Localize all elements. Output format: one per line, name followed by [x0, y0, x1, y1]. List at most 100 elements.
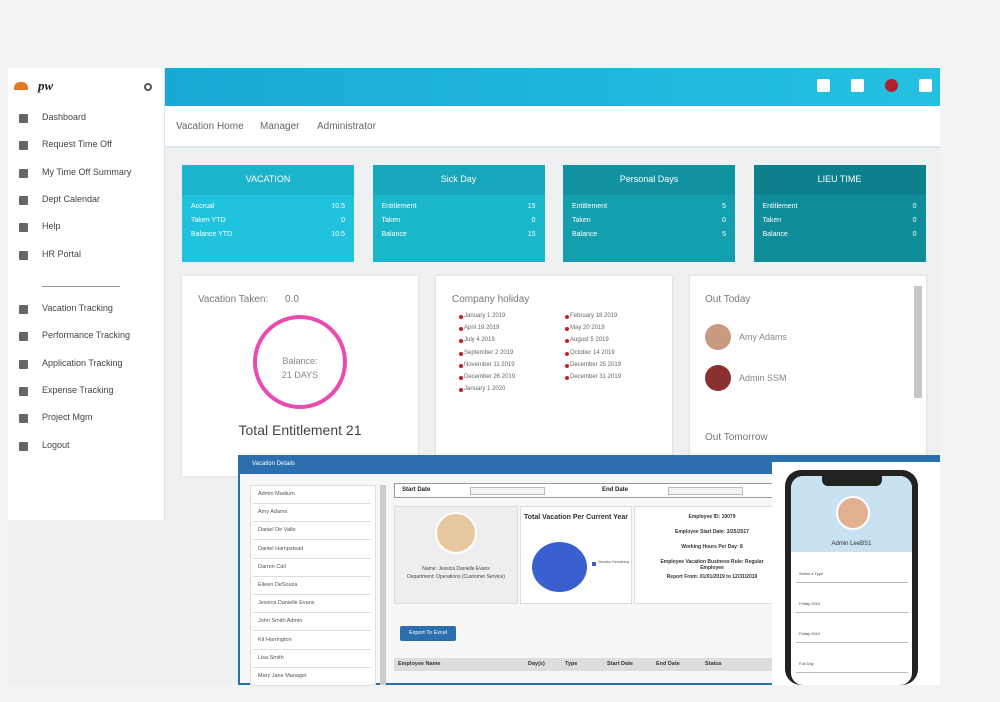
- out-tomorrow: Out Tomorrow: [705, 432, 768, 443]
- tab[interactable]: Manager: [260, 121, 300, 132]
- holiday: December 31 2019: [570, 374, 622, 380]
- card-header: [753, 165, 926, 195]
- employee-row[interactable]: [253, 632, 371, 650]
- holiday: September 2 2019: [464, 349, 514, 356]
- profile-photo: [435, 512, 477, 554]
- header-icon[interactable]: [817, 79, 830, 92]
- header-icon[interactable]: [885, 79, 898, 92]
- settings-icon[interactable]: [144, 83, 152, 91]
- card-value: 10.5: [331, 203, 345, 210]
- card-value: 0: [912, 231, 917, 238]
- employee-row[interactable]: [253, 559, 371, 577]
- menu-item[interactable]: Project Mgm: [42, 412, 93, 423]
- end-label: End Date: [602, 487, 629, 493]
- employee-row[interactable]: [253, 505, 371, 523]
- card-label: Balance: [572, 231, 598, 238]
- card-label: Taken: [381, 217, 401, 224]
- employee-row[interactable]: [253, 650, 371, 668]
- employee-row[interactable]: [253, 614, 371, 632]
- out-today: Out Today: [705, 294, 751, 305]
- menu-item[interactable]: HR Portal: [42, 248, 82, 259]
- person: Amy Adams: [739, 332, 788, 342]
- phone-field[interactable]: [796, 567, 908, 583]
- menu-item[interactable]: My Time Off Summary: [42, 166, 132, 177]
- employee-row[interactable]: [253, 669, 371, 686]
- menu-item[interactable]: Application Tracking: [42, 357, 123, 368]
- card-header: [563, 165, 735, 195]
- legend-swatch: [592, 562, 596, 566]
- card-value: 5: [722, 231, 726, 238]
- card-label: Taken YTD: [191, 217, 226, 224]
- card-label: Taken: [762, 217, 782, 224]
- card-label: Taken: [572, 217, 591, 224]
- employee: Mary Jane Manager: [258, 673, 307, 679]
- holidays-title: Company holiday: [452, 294, 530, 305]
- phone-field-label: Friday 2019: [799, 631, 821, 636]
- column: End Date: [656, 661, 680, 667]
- header-icon[interactable]: [919, 79, 932, 92]
- card-value: 5: [722, 203, 726, 210]
- holiday-dot: [459, 339, 463, 344]
- menu-item[interactable]: Request Time Off: [42, 139, 112, 150]
- card-value: 15: [527, 231, 536, 238]
- sidebar: [8, 68, 165, 520]
- employee-row[interactable]: [253, 596, 371, 614]
- holiday-dot: [459, 327, 463, 332]
- holiday-dot: [565, 327, 569, 332]
- column: Employee Name: [398, 661, 441, 667]
- employee: John Smith Admin: [258, 618, 303, 625]
- phone-field[interactable]: [796, 597, 908, 613]
- scrollbar: [914, 286, 922, 398]
- card-value: 0: [531, 217, 536, 224]
- menu-icon: [19, 141, 28, 151]
- tabs-bar: [165, 106, 940, 148]
- holiday: November 11 2019: [464, 361, 515, 368]
- card-label: Balance: [381, 231, 407, 238]
- export-button[interactable]: [400, 626, 456, 641]
- card-value: 10.5: [331, 231, 345, 238]
- start-input[interactable]: [470, 487, 545, 495]
- menu-item[interactable]: Logout: [42, 439, 70, 450]
- end-input[interactable]: [668, 487, 743, 495]
- card-title: VACATION: [245, 174, 291, 184]
- panel: [436, 276, 672, 476]
- tab[interactable]: Administrator: [317, 121, 376, 132]
- card-value: 0: [722, 217, 726, 224]
- menu-item[interactable]: Expense Tracking: [42, 384, 114, 395]
- menu-item[interactable]: Performance Tracking: [42, 330, 131, 341]
- summary-card: [372, 165, 545, 262]
- menu-icon: [19, 332, 28, 342]
- phone-field[interactable]: [796, 627, 908, 643]
- tab[interactable]: Vacation Home: [176, 121, 244, 132]
- card-title: LIEU TIME: [817, 174, 862, 184]
- holiday-dot: [565, 376, 569, 380]
- menu-icon: [19, 386, 28, 396]
- notch: [822, 476, 882, 486]
- header-icon[interactable]: [851, 79, 864, 92]
- phone-field[interactable]: [796, 657, 908, 673]
- menu-item[interactable]: Dept Calendar: [42, 193, 101, 204]
- menu-item[interactable]: Help: [42, 221, 61, 232]
- employee-row[interactable]: [253, 578, 371, 595]
- holiday: January 1 2019: [464, 313, 506, 319]
- holiday-dot: [565, 315, 569, 319]
- card-label: Entitlement: [762, 203, 798, 210]
- total-entitlement: Total Entitlement 21: [238, 422, 362, 438]
- employee: Daniel De Valle: [258, 527, 296, 534]
- avatar: [705, 365, 731, 391]
- menu-item[interactable]: Dashboard: [42, 112, 87, 122]
- employee-row[interactable]: [253, 541, 371, 559]
- balance-label: Balance:: [282, 356, 318, 366]
- info-box: [634, 506, 774, 604]
- employee-row[interactable]: [253, 523, 371, 541]
- phone-field-label: Friday 2019: [799, 601, 821, 606]
- phone-avatar: [836, 496, 870, 530]
- employee: Eileen DeSouza: [258, 582, 298, 588]
- holiday: December 25 2019: [570, 361, 622, 368]
- pie: [532, 542, 587, 592]
- menu-item[interactable]: Vacation Tracking: [42, 303, 113, 313]
- holiday: February 18 2019: [570, 313, 618, 319]
- vacation-taken-label: Vacation Taken:: [198, 294, 269, 305]
- employee-row[interactable]: [253, 487, 371, 504]
- holiday: May 20 2019: [570, 325, 605, 332]
